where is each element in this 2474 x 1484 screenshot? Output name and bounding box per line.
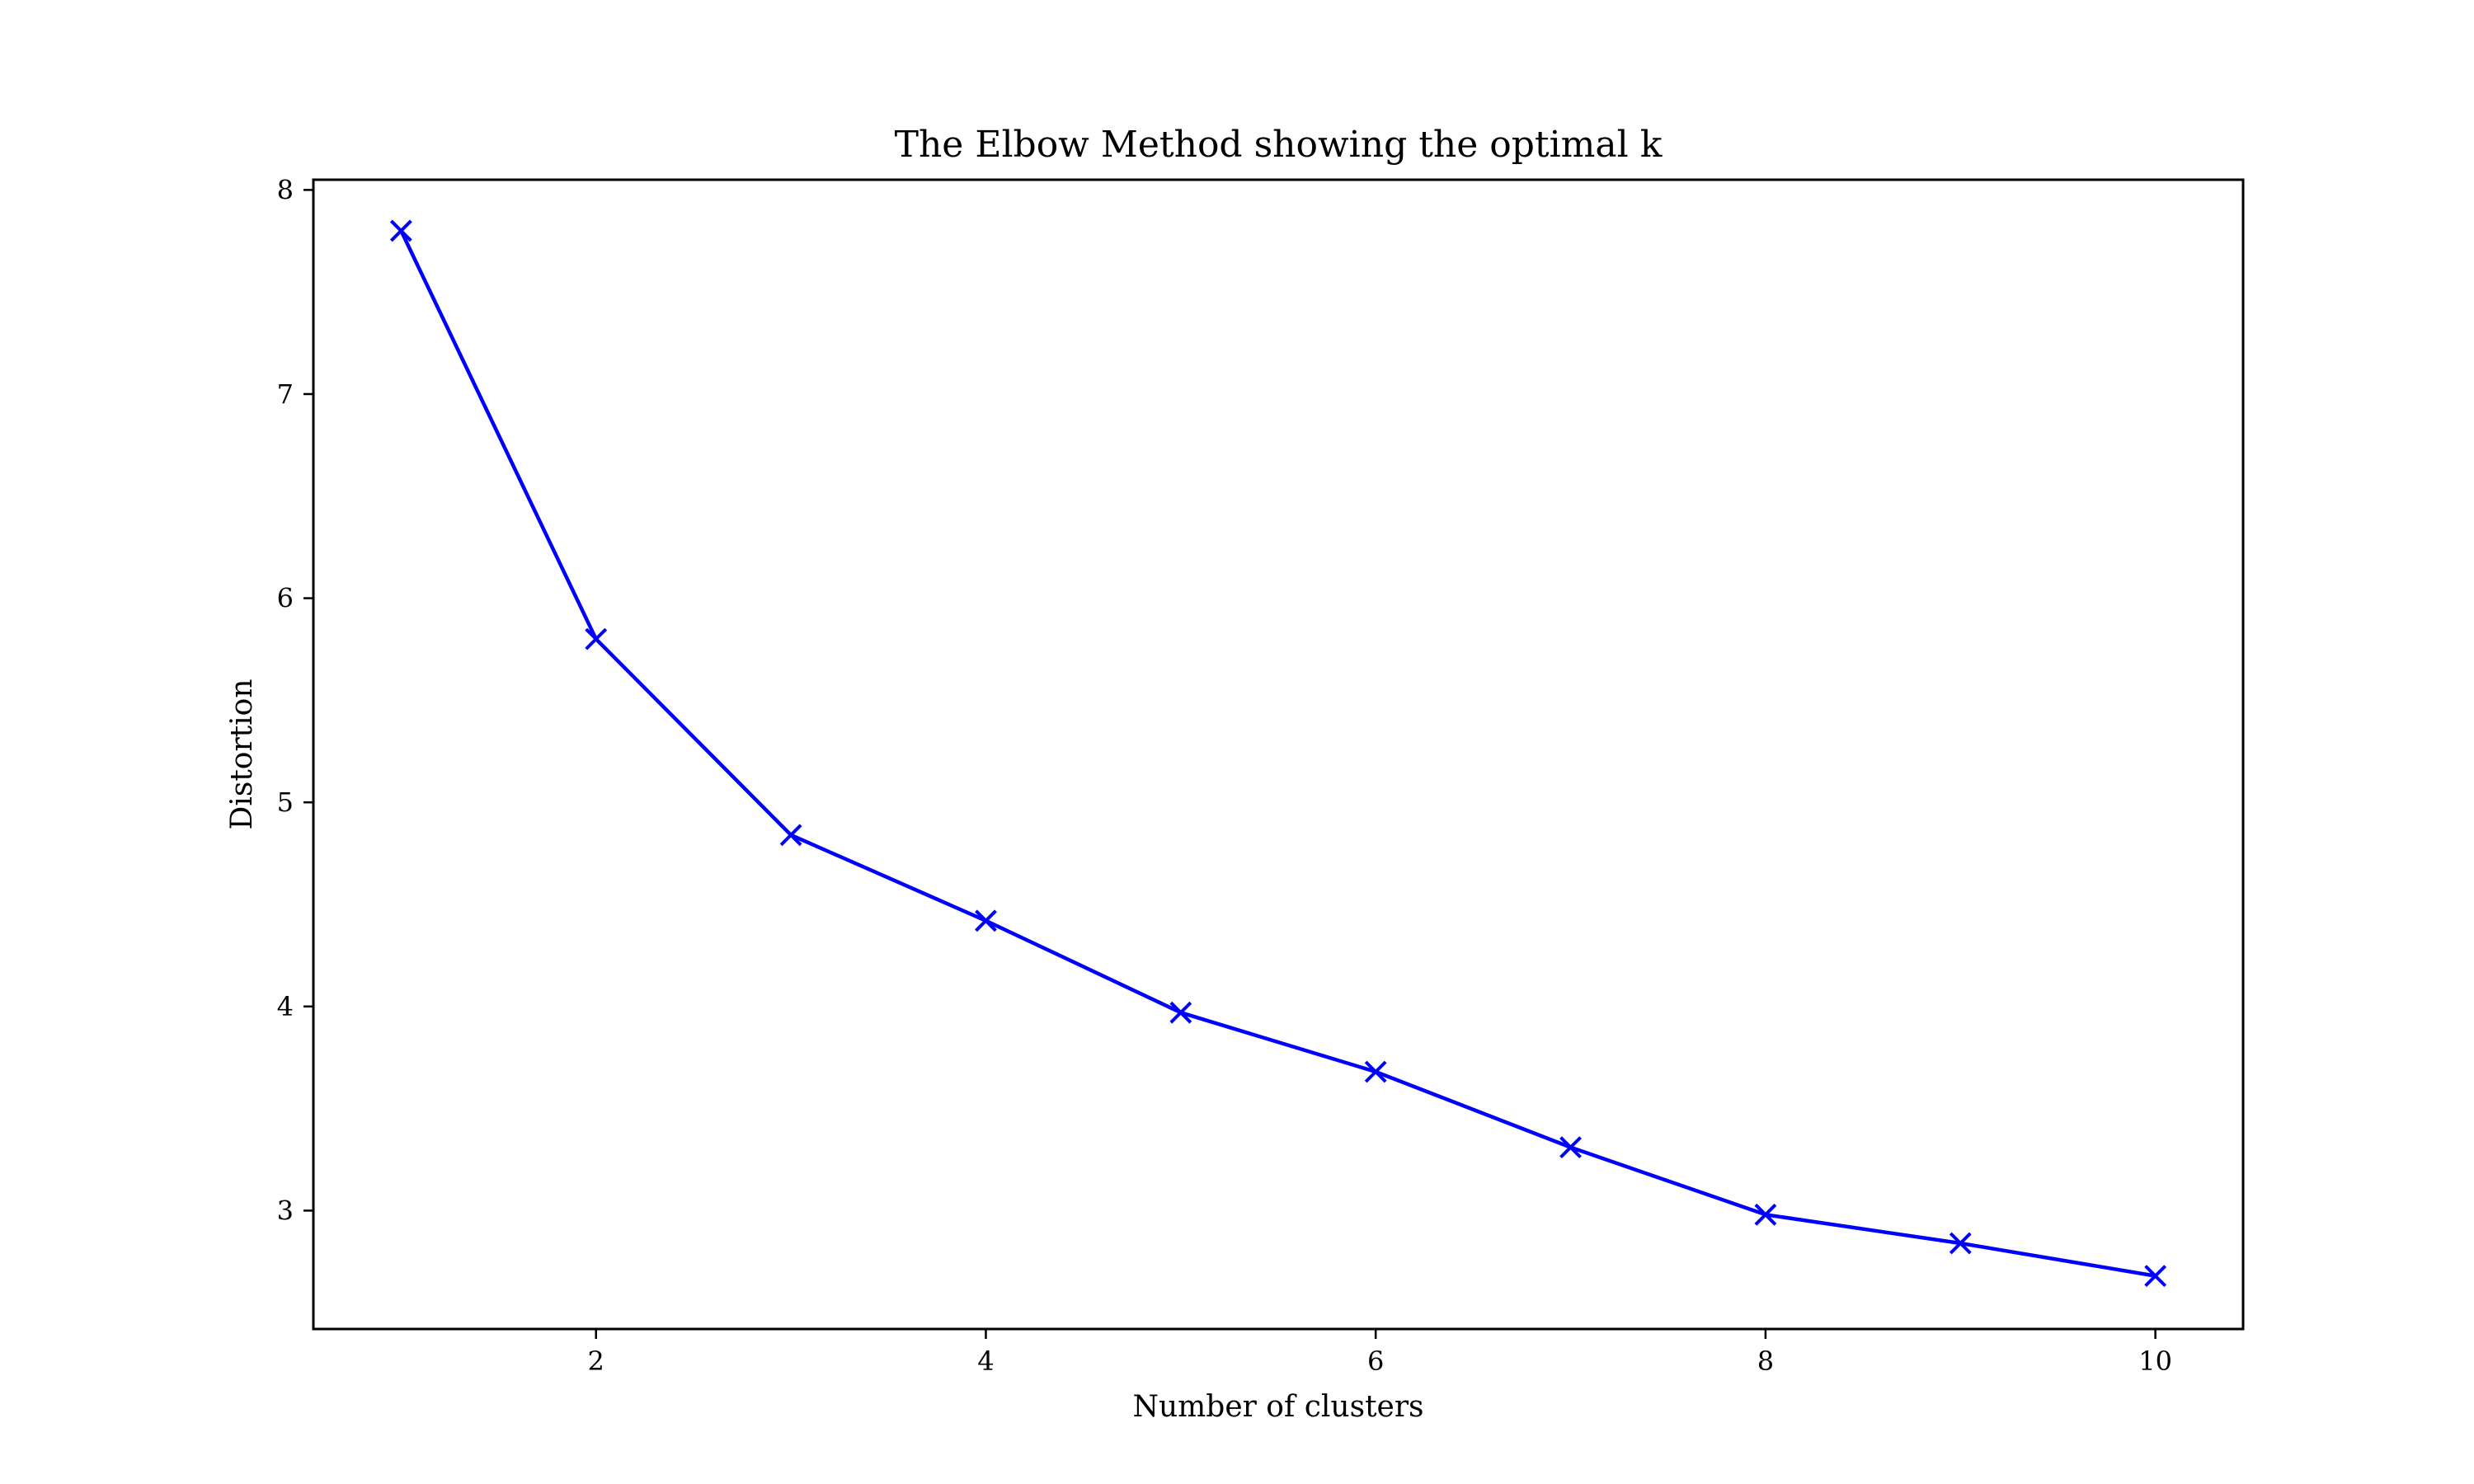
data-markers [389,219,2167,1288]
y-tick-label: 5 [277,787,294,818]
data-point-marker [1169,1001,1192,1024]
data-point-marker [1559,1136,1582,1159]
x-tick-label: 8 [1757,1345,1774,1377]
data-point-marker [779,824,802,847]
series-line [399,229,2156,1278]
data-point-marker [389,219,412,242]
y-tick-label: 7 [277,378,294,410]
y-tick-label: 8 [277,174,294,205]
data-point-marker [585,627,608,650]
data-point-marker [1364,1060,1387,1083]
data-point-marker [1754,1203,1777,1226]
x-axis-label: Number of clusters [1132,1390,1423,1424]
data-point-marker [1949,1232,1972,1255]
x-axis-ticks: 2 4 6 8 10 [588,1329,2172,1377]
x-tick-label: 10 [2138,1345,2172,1377]
y-tick-label: 4 [277,991,294,1022]
chart-title: The Elbow Method showing the optimal k [895,124,1663,166]
y-tick-label: 3 [277,1195,294,1226]
y-axis-label: Distortion [225,679,259,829]
x-tick-label: 2 [588,1345,604,1377]
x-tick-label: 6 [1367,1345,1384,1377]
plot-area-frame [312,178,2245,1331]
data-point-marker [975,909,997,932]
data-point-marker [2144,1265,2167,1288]
y-axis-ticks: 3 4 5 6 7 8 [277,174,313,1226]
y-tick-label: 6 [277,583,294,614]
x-tick-label: 4 [977,1345,994,1377]
